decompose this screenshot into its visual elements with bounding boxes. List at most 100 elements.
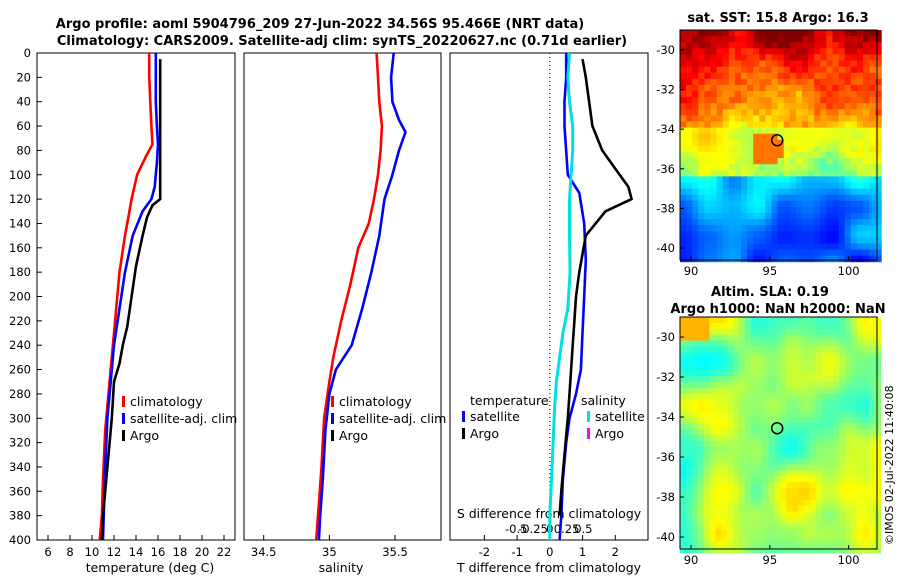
map-cell	[759, 152, 766, 159]
map-cell	[803, 517, 811, 524]
map-cell	[795, 182, 803, 189]
map-cell	[744, 541, 752, 548]
map-cell	[795, 152, 803, 159]
map-cell	[716, 115, 724, 122]
map-cell	[741, 133, 748, 141]
map-cell	[783, 206, 791, 214]
y-tick-label: -36	[656, 450, 675, 464]
map-cell	[827, 458, 834, 465]
y-tick-label: -38	[656, 201, 675, 215]
map-cell	[789, 139, 797, 147]
map-cell	[741, 103, 748, 110]
map-cell	[845, 399, 852, 406]
map-cell	[874, 440, 881, 448]
map-cell	[685, 340, 693, 347]
legend-label: satellite-adj. clim	[339, 411, 446, 426]
map-cell	[857, 529, 864, 536]
map-cell	[697, 452, 704, 459]
map-cell	[680, 78, 687, 86]
map-cell	[803, 334, 811, 341]
map-cell	[868, 452, 876, 459]
legend-label: satellite	[595, 409, 645, 424]
map-cell	[762, 364, 769, 371]
map-cell	[869, 42, 876, 49]
map-cell	[750, 411, 758, 418]
map-cell	[692, 36, 699, 43]
map-cell	[838, 42, 846, 49]
map-cell	[783, 255, 791, 263]
map-cell	[826, 127, 833, 135]
map-cell	[709, 470, 716, 477]
map-cell	[722, 219, 730, 226]
map-cell	[680, 213, 687, 220]
map-cell	[709, 488, 716, 495]
map-cell	[691, 317, 699, 324]
map-cell	[762, 346, 769, 353]
map-cell	[710, 225, 717, 232]
map-cell	[809, 476, 817, 483]
map-raster	[680, 30, 882, 263]
map-cell	[704, 36, 711, 43]
map-cell	[709, 381, 716, 389]
map-cell	[750, 334, 758, 341]
map-cell	[697, 482, 704, 489]
map-cell	[780, 517, 787, 524]
map-cell	[680, 103, 687, 110]
map-cell	[739, 458, 746, 465]
map-cell	[727, 494, 734, 501]
map-cell	[802, 72, 809, 80]
map-cell	[721, 482, 728, 489]
map-cell	[802, 200, 809, 208]
map-cell	[733, 346, 740, 353]
map-cell	[698, 84, 705, 92]
map-cell	[833, 547, 840, 554]
map-cell	[680, 91, 687, 98]
map-cell	[802, 249, 809, 257]
map-cell	[680, 200, 687, 208]
map-cell	[734, 139, 742, 147]
map-cell	[698, 206, 705, 214]
map-cell	[868, 381, 876, 389]
map-cell	[856, 42, 864, 49]
map-cell	[765, 237, 772, 244]
map-cell	[856, 60, 864, 67]
map-cell	[691, 429, 699, 436]
map-cell	[697, 476, 704, 483]
map-cell	[868, 523, 876, 530]
map-cell	[856, 164, 864, 171]
map-cell	[744, 535, 752, 542]
map-cell	[845, 352, 852, 359]
map-cell	[875, 42, 882, 49]
map-cell	[827, 541, 834, 548]
y-tick-label: 40	[16, 95, 31, 109]
map-cell	[795, 200, 803, 208]
x-axis-label: salinity	[319, 560, 364, 575]
map-cell	[698, 249, 705, 257]
map-cell	[789, 182, 797, 189]
map-cell	[795, 219, 803, 226]
y-tick-label: -34	[656, 122, 675, 136]
map-cell	[863, 103, 870, 110]
map-cell	[750, 376, 758, 383]
map-cell	[802, 219, 809, 226]
map-cell	[716, 158, 724, 165]
map-cell	[786, 393, 793, 400]
map-cell	[795, 231, 803, 238]
map-cell	[680, 188, 687, 196]
map-cell	[780, 340, 787, 347]
map-cell	[803, 352, 811, 359]
map-cell	[765, 225, 772, 232]
map-cell	[716, 231, 724, 238]
map-cell	[850, 200, 858, 208]
map-cell	[680, 152, 687, 159]
map-cell	[704, 182, 711, 189]
map-cell	[856, 97, 864, 104]
map-cell	[691, 405, 699, 412]
map-cell	[783, 84, 791, 92]
map-cell	[697, 370, 704, 377]
map-cell	[863, 255, 870, 263]
map-cell	[798, 322, 805, 330]
map-cell	[685, 411, 693, 418]
map-cell	[733, 334, 740, 341]
map-cell	[680, 255, 687, 263]
